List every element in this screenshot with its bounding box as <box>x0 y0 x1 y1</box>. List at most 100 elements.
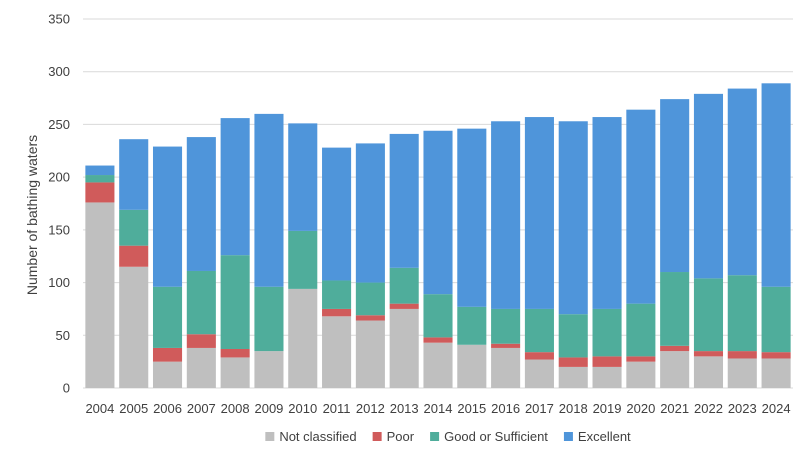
bar-segment <box>389 308 419 388</box>
legend-label: Excellent <box>578 429 631 444</box>
y-tick-label: 350 <box>48 12 70 27</box>
bar-segment <box>491 121 521 309</box>
x-tick-label: 2008 <box>221 401 250 416</box>
bar-segment <box>761 286 791 353</box>
x-tick-label: 2017 <box>525 401 554 416</box>
bar-segment <box>626 303 656 357</box>
bar-segment <box>626 356 656 362</box>
bar-segment <box>524 359 554 388</box>
bar-segment <box>660 272 690 346</box>
bar-segment <box>85 182 115 203</box>
x-tick-label: 2006 <box>153 401 182 416</box>
bar-segment <box>558 314 588 358</box>
y-tick-label: 200 <box>48 170 70 185</box>
legend-label: Not classified <box>279 429 356 444</box>
bar-segment <box>119 209 149 246</box>
bar-segment <box>423 130 453 295</box>
bar-segment <box>423 337 453 343</box>
legend-swatch <box>563 432 573 441</box>
bar-segment <box>220 357 250 388</box>
bar-segment <box>355 282 385 316</box>
x-tick-label: 2021 <box>660 401 689 416</box>
bar-segment <box>457 128 487 307</box>
x-tick-label: 2013 <box>390 401 419 416</box>
bar-segment <box>355 143 385 283</box>
bar-segment <box>693 351 724 357</box>
bar-segment <box>423 342 453 388</box>
bar-segment <box>558 357 588 367</box>
bar-segment <box>322 308 352 317</box>
bar-segment <box>761 83 791 287</box>
bar-segment <box>186 270 216 335</box>
x-tick-label: 2023 <box>728 401 757 416</box>
bar-segment <box>423 294 453 338</box>
x-axis-ticks: 2004 2005 2006 2007 2008 2009 2010 2011 2012 2013… <box>85 401 790 416</box>
bar-segment <box>693 356 724 388</box>
y-tick-label: 0 <box>63 381 70 396</box>
legend-item: Poor <box>372 429 415 444</box>
bar-segment <box>85 175 115 183</box>
bar-segment <box>355 320 385 388</box>
bar-segment <box>254 351 284 388</box>
bar-segment <box>186 137 216 271</box>
bar-segment <box>152 347 183 362</box>
x-tick-label: 2022 <box>694 401 723 416</box>
bar-segment <box>592 366 622 388</box>
legend-label: Poor <box>387 429 415 444</box>
y-axis-label: Number of bathing waters <box>24 135 40 295</box>
bar-segment <box>727 358 757 388</box>
bar-segment <box>355 315 385 321</box>
bar-segment <box>220 255 250 349</box>
x-tick-label: 2016 <box>491 401 520 416</box>
bar-segment <box>660 345 690 352</box>
bar-segment <box>727 88 757 276</box>
bar-segment <box>457 344 487 388</box>
bar-segment <box>660 99 690 273</box>
bar-segment <box>152 146 183 287</box>
bar-segment <box>322 316 352 388</box>
bar-segment <box>254 113 284 287</box>
bar-segment <box>152 286 183 348</box>
bar-segment <box>85 202 115 388</box>
bar-segment <box>220 348 250 358</box>
y-tick-label: 250 <box>48 117 70 132</box>
bar-segment <box>119 245 149 267</box>
bar-segment <box>626 361 656 388</box>
bar-segment <box>558 366 588 388</box>
bar-segment <box>761 358 791 388</box>
bar-segment <box>727 351 757 359</box>
bar-segment <box>660 351 690 388</box>
y-axis-ticks: 0 50 100 150 200 250 300 350 <box>48 12 70 396</box>
bars <box>85 83 791 388</box>
bar-segment <box>491 308 521 344</box>
bar-segment <box>727 275 757 352</box>
x-tick-label: 2007 <box>187 401 216 416</box>
x-tick-label: 2010 <box>288 401 317 416</box>
bar-segment <box>254 286 284 352</box>
x-tick-label: 2019 <box>593 401 622 416</box>
bar-segment <box>761 352 791 359</box>
bar-segment <box>693 93 724 279</box>
x-tick-label: 2018 <box>559 401 588 416</box>
bar-segment <box>85 165 115 176</box>
bar-segment <box>152 361 183 388</box>
bar-segment <box>389 267 419 304</box>
bar-segment <box>524 308 554 353</box>
legend-swatch <box>372 432 382 441</box>
bar-segment <box>592 356 622 367</box>
y-tick-label: 50 <box>56 328 70 343</box>
bar-segment <box>389 133 419 268</box>
legend: Not classified Poor Good or Sufficient Exce… <box>265 429 631 444</box>
bar-segment <box>288 123 318 231</box>
x-tick-label: 2005 <box>119 401 148 416</box>
x-tick-label: 2015 <box>457 401 486 416</box>
x-tick-label: 2011 <box>323 401 351 416</box>
bar-segment <box>524 352 554 360</box>
bar-segment <box>457 306 487 345</box>
legend-swatch <box>430 432 440 441</box>
x-tick-label: 2004 <box>85 401 114 416</box>
bar-segment <box>186 347 216 388</box>
bar-segment <box>558 121 588 315</box>
y-tick-label: 100 <box>48 275 70 290</box>
